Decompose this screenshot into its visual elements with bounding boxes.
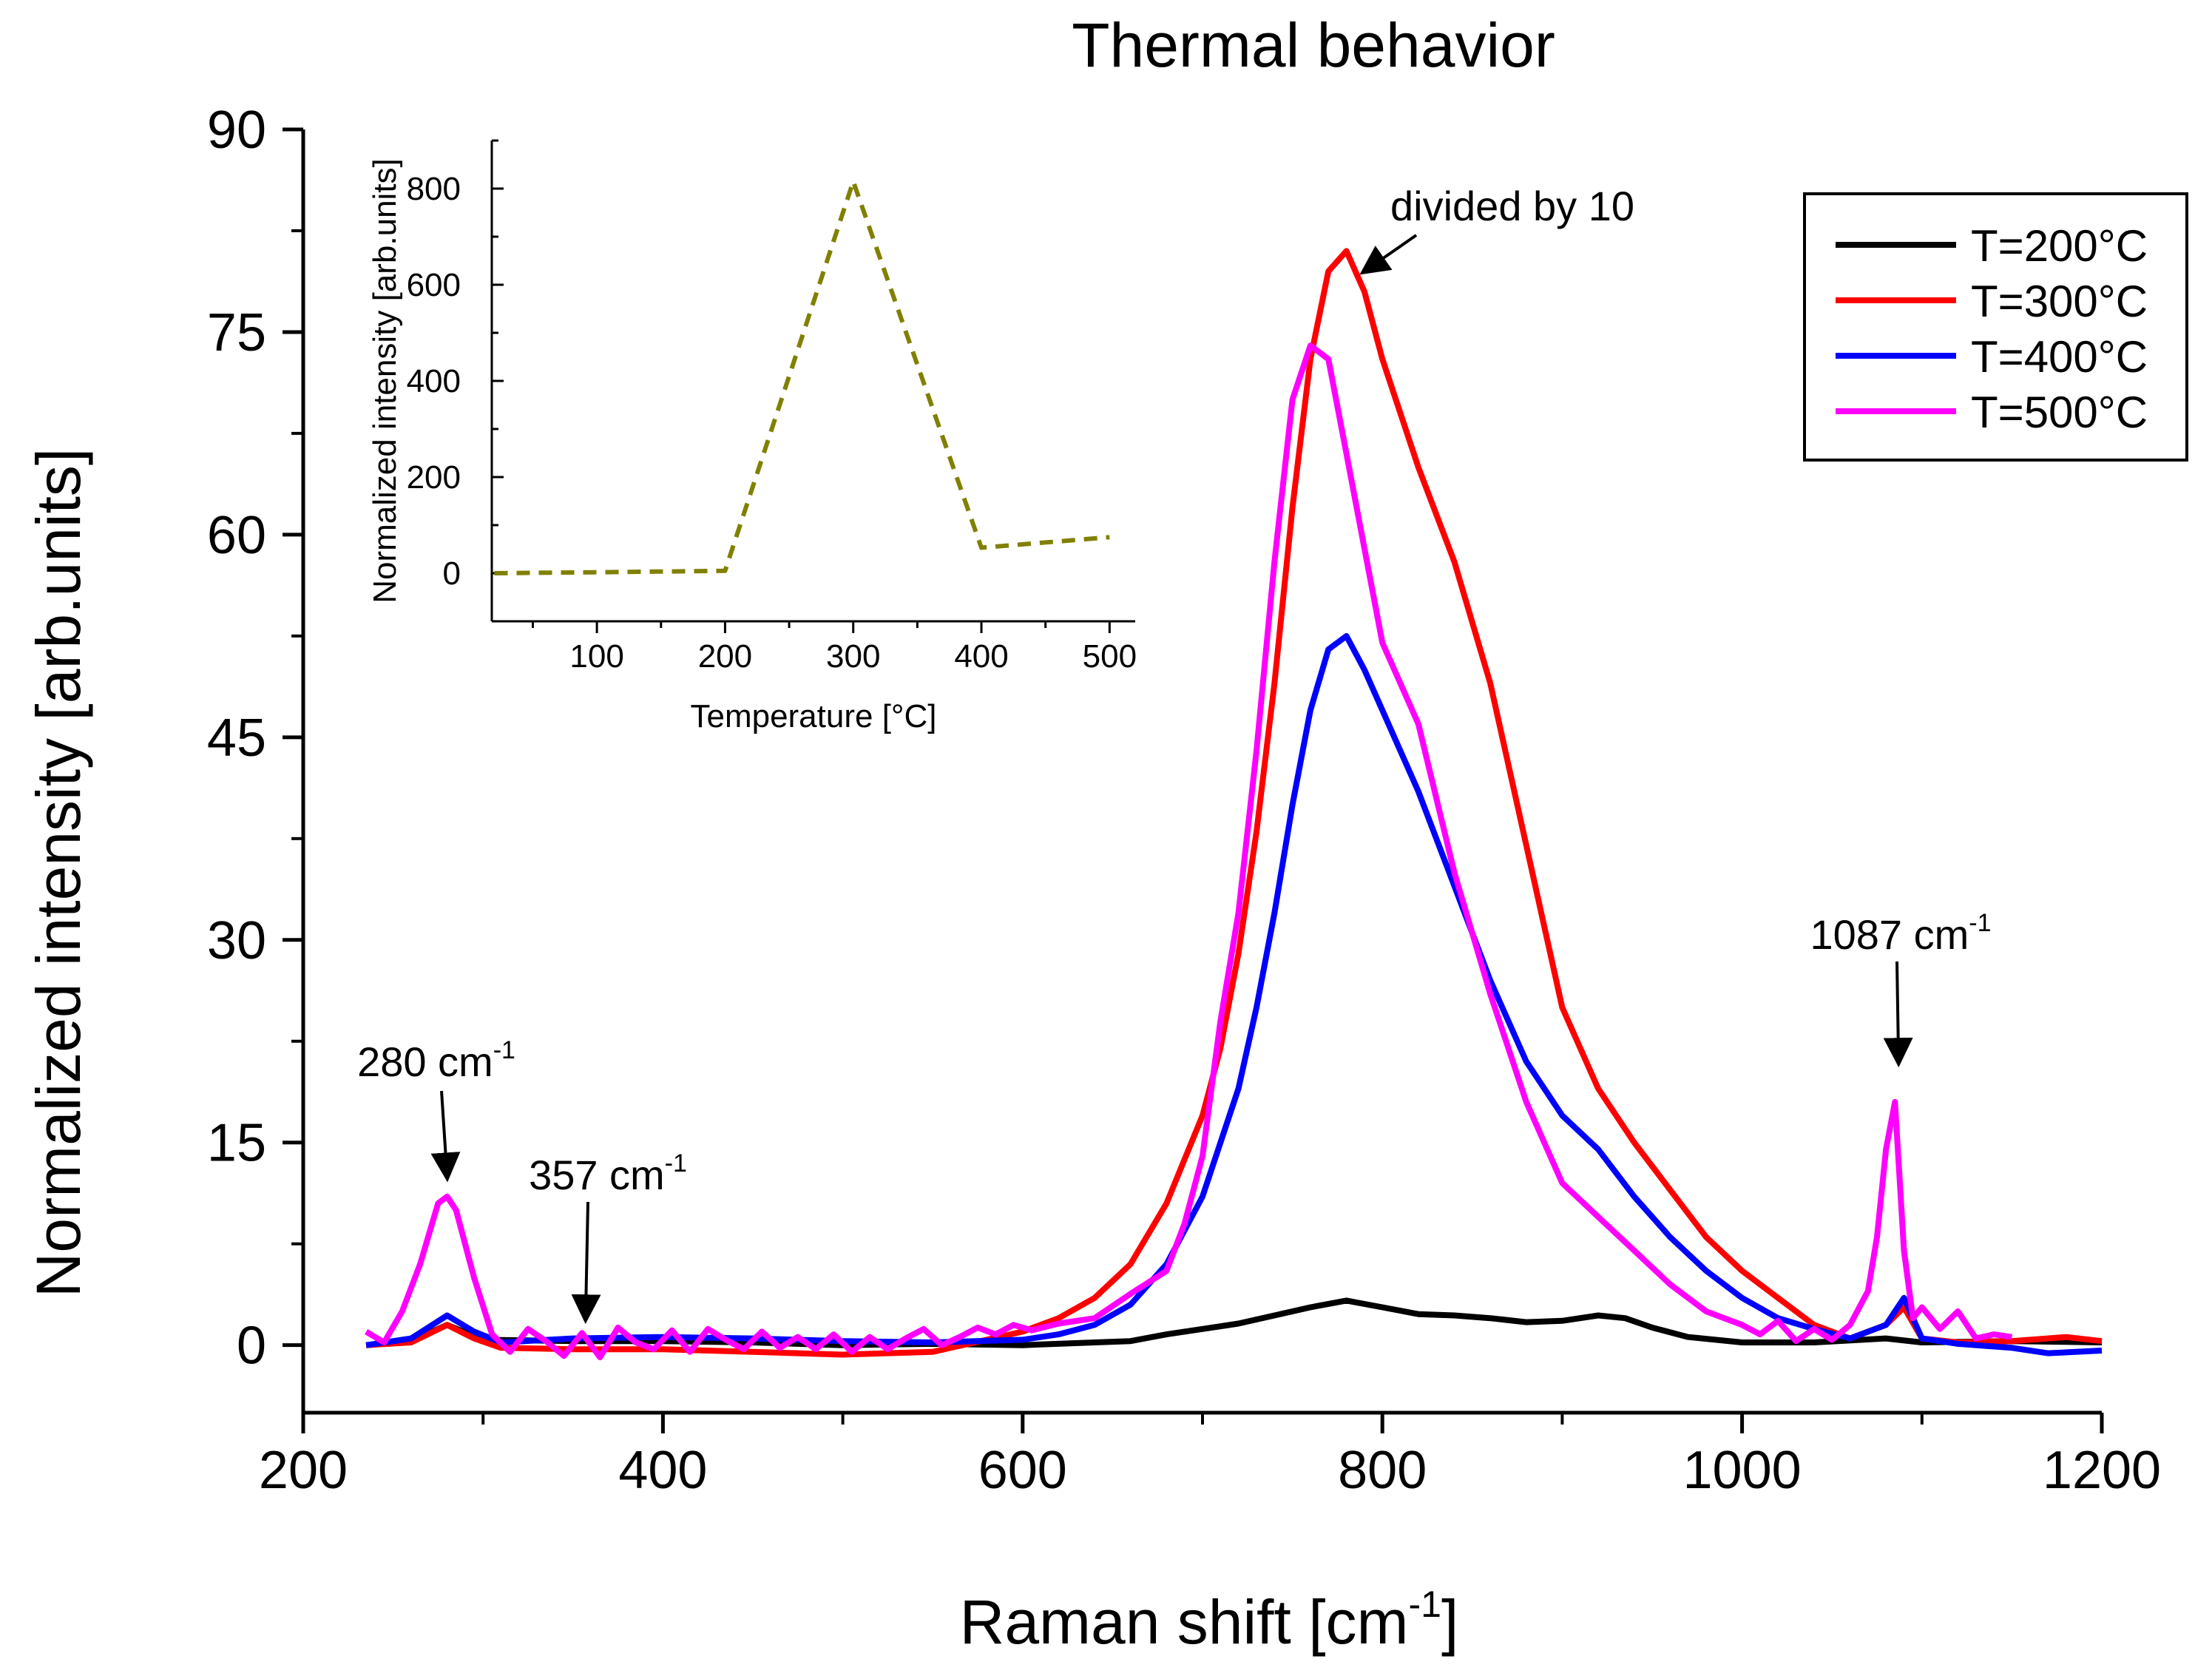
inset-y-tick-label: 600 — [407, 267, 461, 303]
inset-x-tick-label: 200 — [698, 638, 752, 675]
y-tick-label: 90 — [207, 101, 266, 160]
legend-box — [1803, 192, 2188, 462]
ann-280-label-text: 280 cm — [357, 1038, 493, 1085]
inset-y-tick-label: 200 — [407, 459, 461, 496]
main-series-group — [365, 248, 2103, 1361]
legend-label-t400: T=400°C — [1971, 332, 2148, 382]
y-tick-label: 60 — [207, 506, 266, 565]
ann-1087-label-sup: -1 — [1969, 909, 1991, 937]
inset-y-axis-label: Normalized intensity [arb.units] — [367, 158, 403, 604]
ann-357-label: 357 cm-1 — [529, 1149, 687, 1198]
x-axis-label-text: Raman shift [cm — [960, 1587, 1409, 1657]
y-tick-label: 75 — [207, 303, 266, 362]
inset-series-group — [494, 179, 1110, 575]
legend-label-t500: T=500°C — [1971, 388, 2148, 437]
inset-x-tick-label: 300 — [826, 638, 880, 675]
x-tick-label: 200 — [259, 1441, 348, 1500]
ann-357-label-text: 357 cm — [529, 1152, 665, 1198]
inset-x-tick-label: 500 — [1083, 638, 1137, 675]
ann-357-arrow — [571, 1201, 601, 1325]
ann-1087-label: 1087 cm-1 — [1810, 909, 1991, 958]
chart-title: Thermal behavior — [1072, 10, 1555, 80]
legend-label-t200: T=200°C — [1971, 221, 2148, 271]
ann-div10-label: divided by 10 — [1390, 183, 1634, 229]
ann-280-label-sup: -1 — [493, 1036, 515, 1064]
x-tick-label: 400 — [618, 1441, 707, 1500]
inset-y-tick-label: 800 — [407, 171, 461, 207]
inset-axes: 100 200 300 400 500 0 200 400 600 800 — [407, 139, 1137, 675]
ann-div10-label-text: divided by 10 — [1390, 183, 1634, 229]
inset-x-tick-label: 400 — [954, 638, 1008, 675]
inset-x-tick-label: 100 — [569, 638, 623, 675]
series-line-t500 — [365, 342, 2012, 1361]
x-tick-label: 1000 — [1683, 1441, 1802, 1500]
x-axis-label: Raman shift [cm-1] — [960, 1584, 1459, 1657]
ann-1087-arrow — [1883, 961, 1913, 1068]
ann-1087-label-text: 1087 cm — [1810, 911, 1969, 958]
y-tick-label: 45 — [207, 709, 266, 768]
y-axis-label: Normalized intensity [arb.units] — [24, 448, 93, 1297]
y-tick-label: 15 — [207, 1114, 266, 1173]
x-tick-label: 800 — [1338, 1441, 1427, 1500]
y-tick-label: 0 — [237, 1317, 266, 1376]
series-line-t200 — [365, 1297, 2103, 1348]
inset-x-axis-label: Temperature [°C] — [690, 698, 936, 734]
ann-div10-arrow — [1359, 234, 1418, 275]
y-tick-label: 30 — [207, 911, 266, 970]
ann-280-arrow — [430, 1090, 461, 1183]
ann-357-label-sup: -1 — [665, 1149, 687, 1177]
inset-y-tick-label: 0 — [443, 555, 461, 592]
legend: T=200°C T=300°C T=400°C T=500°C — [1803, 192, 2188, 462]
x-tick-label: 600 — [978, 1441, 1067, 1500]
legend-label-t300: T=300°C — [1971, 277, 2148, 326]
x-axis-label-sup: -1 — [1409, 1584, 1441, 1625]
inset-series-line — [494, 179, 1110, 575]
x-tick-label: 1200 — [2043, 1441, 2161, 1500]
inset-y-tick-label: 400 — [407, 363, 461, 399]
x-axis-label-suffix: ] — [1441, 1587, 1458, 1657]
ann-280-label: 280 cm-1 — [357, 1036, 515, 1085]
